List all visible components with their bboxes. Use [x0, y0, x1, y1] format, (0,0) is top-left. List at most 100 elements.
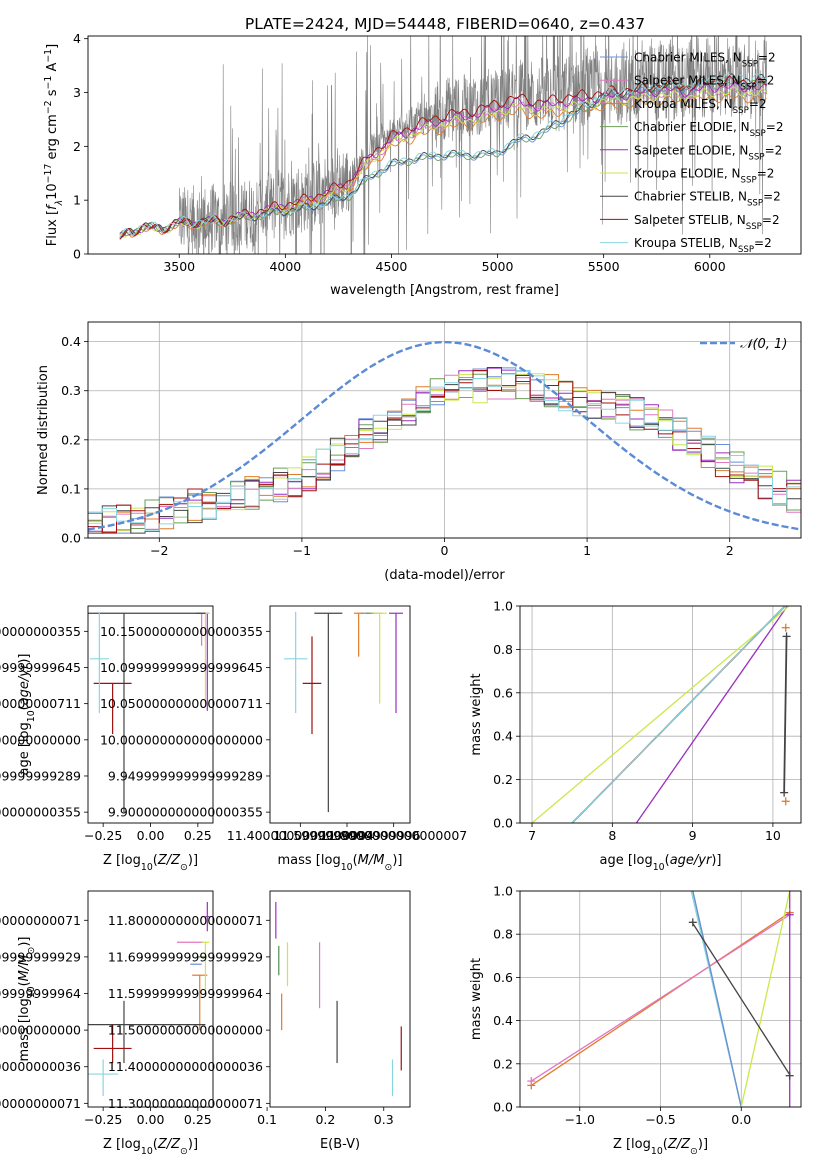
- legend-entry-label: Kroupa MILES, NSSP=2: [634, 97, 767, 116]
- legend-label-main: Chabrier STELIB, N: [634, 190, 747, 204]
- y-tick-label: 11.69999999999999929: [108, 949, 263, 964]
- y-tick-label: 9.949999999999999289: [0, 768, 81, 783]
- legend-entry-label: Salpeter MILES, NSSP=2: [634, 74, 774, 93]
- axes-frame: [269, 605, 411, 824]
- y-tick-label: 0: [73, 247, 81, 262]
- y-tick-label: 0.4: [493, 1013, 513, 1028]
- label-fragment: (: [353, 853, 358, 868]
- label-fragment: age [log: [17, 722, 32, 775]
- mass-vs-ebv-panel: 0.1 0.2 0.3 11.30000000000000071 11.40000000…: [108, 890, 411, 1152]
- label-fragment: λ: [54, 200, 65, 207]
- label-fragment: ⊙: [690, 1146, 698, 1157]
- axes-frame: [269, 890, 411, 1108]
- label-fragment: M/M: [358, 853, 385, 868]
- y-tick-label: 11.40000000000000036: [108, 1059, 263, 1074]
- x-tick-label: 0.25: [184, 828, 212, 843]
- label-fragment: ⊙: [384, 862, 392, 873]
- y-tick-label: 0.4: [61, 334, 81, 349]
- plot-area: [284, 611, 403, 813]
- legend-label-sub: SSP: [750, 129, 766, 139]
- x-tick-label: 0.0: [731, 1112, 751, 1127]
- y-tick-label: 1.0: [493, 884, 513, 899]
- y-tick-label: 0.8: [493, 927, 513, 942]
- x-tick-label: 4500: [376, 259, 408, 274]
- x-tick-label: 0.2: [315, 1112, 335, 1127]
- spectrum-panel: 3500 4000 4500 5000 5500 6000 0 1 2 3 4 wavelength …: [43, 31, 802, 298]
- x-axis-label: mass [log10(M/M⊙)]: [278, 853, 403, 873]
- y-tick-label: 1: [73, 193, 81, 208]
- y-tick-label: 11.30000000000000071: [0, 1096, 81, 1111]
- legend-label-sub: SSP: [741, 176, 757, 186]
- model-spectrum-line: [119, 86, 767, 238]
- x-tick-label: 0.1: [257, 1112, 277, 1127]
- mass-weight-line: [692, 923, 791, 1075]
- x-tick-label: 11.8000000000000007: [320, 828, 467, 843]
- x-tick-label: 7: [528, 828, 536, 843]
- label-fragment: A: [45, 63, 60, 76]
- mass-weight-line: [531, 606, 790, 823]
- age-vs-metallicity-panel: −0.25 0.00 0.25 9.900000000000000355 9.94999…: [0, 605, 214, 873]
- label-fragment: ⊙: [26, 947, 37, 955]
- x-axis-label: Z [log10(Z/Z⊙)]: [103, 1137, 198, 1157]
- y-tick-label: 11.40000000000000036: [0, 1059, 81, 1074]
- y-tick-label: 11.59999999999999964: [108, 986, 263, 1001]
- y-tick-label: 10.050000000000000711: [100, 696, 263, 711]
- x-tick-label: 5000: [482, 259, 514, 274]
- x-tick-label: 0.3: [374, 1112, 394, 1127]
- y-tick-label: 10.000000000000000000: [100, 732, 263, 747]
- legend-label-main: Chabrier ELODIE, N: [634, 120, 750, 134]
- label-fragment: 10: [653, 862, 665, 873]
- label-fragment: −17: [43, 164, 54, 184]
- y-tick-label: 10.000000000000000000: [0, 732, 81, 747]
- label-fragment: Z [log: [103, 853, 141, 868]
- model-spectrum-line: [119, 73, 767, 238]
- label-fragment: age/yr: [17, 662, 32, 705]
- label-fragment: )]: [188, 853, 198, 868]
- legend-entry-label: Kroupa STELIB, NSSP=2: [634, 236, 772, 255]
- label-fragment: Z [log: [613, 1137, 651, 1152]
- label-fragment: )]: [711, 853, 721, 868]
- x-axis-label: Z [log10(Z/Z⊙)]: [613, 1137, 708, 1157]
- legend-label-main: Chabrier MILES, N: [634, 51, 742, 65]
- residual-histogram-series: [88, 370, 801, 534]
- legend-label-sub: SSP: [747, 199, 763, 209]
- x-tick-label: 3500: [163, 259, 195, 274]
- y-tick-label: 4: [73, 31, 81, 46]
- axes-frame: [519, 890, 802, 1108]
- label-fragment: 10: [141, 1146, 153, 1157]
- legend-label-tail: =2: [763, 190, 781, 204]
- label-fragment: Z/Z: [157, 1137, 181, 1152]
- legend-label-tail: =2: [749, 97, 767, 111]
- x-axis-label: wavelength [Angstrom, rest frame]: [330, 283, 559, 298]
- model-spectrum-line: [119, 75, 767, 240]
- y-tick-label: 11.59999999999999964: [0, 986, 81, 1001]
- x-tick-label: 8: [608, 828, 616, 843]
- y-tick-label: 11.30000000000000071: [108, 1096, 263, 1111]
- label-fragment: 10: [341, 862, 353, 873]
- plot-area: [119, 36, 768, 254]
- y-tick-label: 10.150000000000000355: [100, 624, 263, 639]
- label-fragment: )]: [392, 853, 402, 868]
- legend-entry-label: Salpeter ELODIE, NSSP=2: [634, 143, 782, 162]
- label-fragment: Z/Z: [667, 1137, 691, 1152]
- figure-title: PLATE=2424, MJD=54448, FIBERID=0640, z=0…: [245, 15, 645, 33]
- legend-label-sub: SSP: [741, 83, 757, 93]
- legend-label-tail: =2: [765, 143, 783, 157]
- plot-area: [530, 891, 791, 1107]
- label-fragment: Z/Z: [157, 853, 181, 868]
- mass-weight-line: [692, 891, 742, 1107]
- mass-weight-line: [530, 914, 791, 1082]
- x-tick-label: 2: [726, 543, 734, 558]
- y-tick-label: 11.50000000000000000: [108, 1023, 263, 1038]
- y-axis-label: mass [log10(M/M⊙)]: [17, 937, 37, 1062]
- legend-entry-label: Chabrier MILES, NSSP=2: [634, 51, 776, 70]
- legend-label-main: Kroupa ELODIE, N: [634, 167, 741, 181]
- label-fragment: erg cm: [45, 114, 60, 163]
- label-fragment: age/yr: [670, 853, 713, 868]
- x-tick-label: −2: [150, 543, 168, 558]
- label-fragment: ⊙: [180, 862, 188, 873]
- x-tick-label: 1: [583, 543, 591, 558]
- model-spectrum-line: [119, 93, 767, 240]
